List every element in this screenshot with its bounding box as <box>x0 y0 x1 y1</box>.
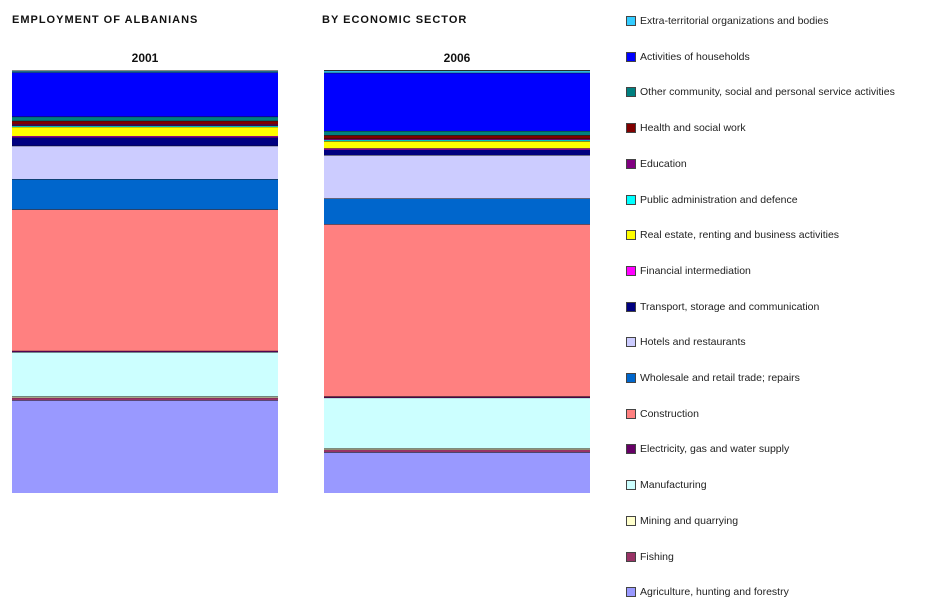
legend-label: Agriculture, hunting and forestry <box>640 586 789 599</box>
legend-item: Other community, social and personal ser… <box>626 85 895 99</box>
bar-segment-2001-4 <box>12 350 278 353</box>
legend-swatch <box>626 587 636 598</box>
bar-segment-2001-11 <box>12 125 278 127</box>
legend-swatch <box>626 230 636 241</box>
legend-item: Activities of households <box>626 50 750 64</box>
bar-segment-2001-13 <box>12 120 278 125</box>
legend-label: Activities of households <box>640 50 750 63</box>
legend-label: Other community, social and personal ser… <box>640 86 895 99</box>
legend-item: Real estate, renting and business activi… <box>626 228 839 242</box>
bar-segment-2006-13 <box>324 135 590 139</box>
bar-segment-2006-16 <box>324 70 590 73</box>
bar-segment-2006-3 <box>324 397 590 449</box>
bar-segment-2001-1 <box>12 397 278 401</box>
legend-label: Extra-territorial organizations and bodi… <box>640 15 829 27</box>
legend-label: Hotels and restaurants <box>640 336 746 349</box>
legend-label: Manufacturing <box>640 479 707 492</box>
legend-label: Public administration and defence <box>640 193 798 206</box>
bar-segment-2001-8 <box>12 137 278 146</box>
legend-swatch <box>626 16 636 26</box>
legend-item: Manufacturing <box>626 478 707 492</box>
bar-segment-2006-2 <box>324 448 590 450</box>
bar-segment-2001-2 <box>12 396 278 398</box>
bar-segment-2001-7 <box>12 145 278 180</box>
legend-item: Fishing <box>626 550 674 564</box>
legend-item: Construction <box>626 407 699 421</box>
bar-segment-2001-15 <box>12 72 278 117</box>
legend-swatch <box>626 51 636 62</box>
bar-segment-2001-6 <box>12 179 278 210</box>
legend-item: Wholesale and retail trade; repairs <box>626 371 800 385</box>
legend-swatch <box>626 515 636 526</box>
chart-title-right: BY ECONOMIC SECTOR <box>322 14 468 26</box>
legend-label: Mining and quarrying <box>640 514 739 527</box>
legend-label: Electricity, gas and water supply <box>640 443 790 456</box>
legend-swatch <box>626 87 636 98</box>
bar-segment-2006-7 <box>324 154 590 199</box>
legend-swatch <box>626 337 636 348</box>
bar-segment-2001-12 <box>12 124 278 126</box>
legend-swatch <box>626 301 636 312</box>
legend-label: Financial intermediation <box>640 264 751 277</box>
legend-swatch <box>626 373 636 383</box>
legend-item: Agriculture, hunting and forestry <box>626 585 789 599</box>
bar-label-2001: 2001 <box>131 51 159 65</box>
bar-segment-2006-5 <box>324 224 590 397</box>
legend: Extra-territorial organizations and bodi… <box>626 14 951 601</box>
bar-segment-2006-12 <box>324 138 590 140</box>
legend-item: Mining and quarrying <box>626 514 738 528</box>
bar-segment-2001-3 <box>12 352 278 397</box>
legend-swatch <box>626 551 636 562</box>
bar-segment-2006-6 <box>324 198 590 225</box>
legend-label: Education <box>640 157 687 170</box>
bar-segment-2006-0 <box>324 452 590 493</box>
legend-item: Public administration and defence <box>626 193 798 207</box>
bar-segment-2001-14 <box>12 116 278 121</box>
bar-segment-2006-9 <box>324 148 590 150</box>
bar-segment-2006-4 <box>324 396 590 398</box>
legend-swatch <box>626 265 636 276</box>
bar-segment-2001-10 <box>12 126 278 136</box>
bar-segment-2001-5 <box>12 209 278 351</box>
bar-segment-2001-16 <box>12 71 278 73</box>
legend-label: Transport, storage and communication <box>640 300 820 313</box>
legend-item: Education <box>626 157 687 171</box>
legend-swatch <box>626 194 636 205</box>
legend-label: Fishing <box>640 550 674 563</box>
legend-label: Construction <box>640 407 699 420</box>
legend-swatch <box>626 480 636 491</box>
bar-segment-2001-9 <box>12 135 278 138</box>
legend-label: Real estate, renting and business activi… <box>640 229 840 242</box>
bar-segment-2006-8 <box>324 149 590 155</box>
legend-swatch <box>626 408 636 419</box>
legend-swatch <box>626 444 636 455</box>
legend-swatch <box>626 123 636 134</box>
bar-segment-2006-14 <box>324 130 590 136</box>
bar-segment-2006-15 <box>324 72 590 131</box>
legend-item: Health and social work <box>626 121 746 135</box>
legend-item: Electricity, gas and water supply <box>626 442 789 456</box>
legend-item: Hotels and restaurants <box>626 335 746 349</box>
legend-swatch <box>626 158 636 169</box>
bar-label-2006: 2006 <box>443 51 471 65</box>
chart-title-left: EMPLOYMENT OF ALBANIANS <box>12 14 199 26</box>
legend-item: Transport, storage and communication <box>626 300 819 314</box>
legend-item: Financial intermediation <box>626 264 751 278</box>
bar-segment-2006-11 <box>324 139 590 142</box>
legend-label: Wholesale and retail trade; repairs <box>640 372 800 384</box>
legend-label: Health and social work <box>640 122 746 135</box>
bar-segment-2001-0 <box>12 400 278 493</box>
legend-item: Extra-territorial organizations and bodi… <box>626 14 829 28</box>
bar-segment-2006-1 <box>324 449 590 453</box>
bar-segment-2006-10 <box>324 141 590 149</box>
